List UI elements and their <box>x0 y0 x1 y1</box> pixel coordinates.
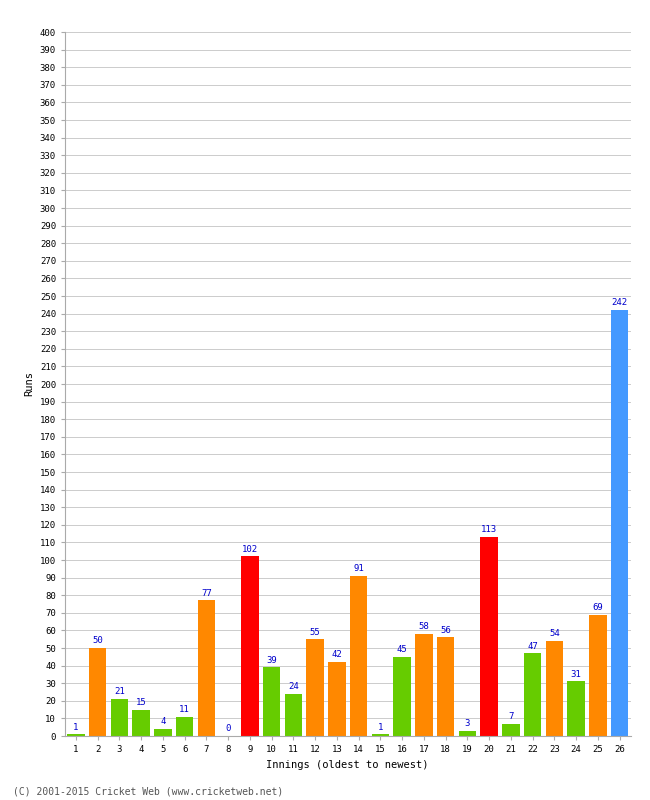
Bar <box>198 601 215 736</box>
Y-axis label: Runs: Runs <box>24 371 34 397</box>
Text: 69: 69 <box>593 603 603 612</box>
Text: 1: 1 <box>73 722 79 731</box>
Bar <box>263 667 280 736</box>
Bar <box>611 310 629 736</box>
Bar <box>67 734 85 736</box>
Bar <box>393 657 411 736</box>
Text: 47: 47 <box>527 642 538 650</box>
Text: 0: 0 <box>226 724 231 734</box>
Text: 15: 15 <box>136 698 146 707</box>
Text: 58: 58 <box>419 622 429 631</box>
Bar <box>437 638 454 736</box>
Text: 55: 55 <box>310 627 320 637</box>
Bar <box>567 682 585 736</box>
Text: 42: 42 <box>332 650 343 659</box>
Text: 3: 3 <box>465 719 470 728</box>
Text: 91: 91 <box>353 564 364 573</box>
Bar <box>480 537 498 736</box>
Text: 102: 102 <box>242 545 258 554</box>
Bar <box>459 730 476 736</box>
Bar <box>589 614 606 736</box>
Bar <box>545 641 563 736</box>
Bar <box>176 717 193 736</box>
X-axis label: Innings (oldest to newest): Innings (oldest to newest) <box>266 759 429 770</box>
Text: 54: 54 <box>549 630 560 638</box>
Bar <box>415 634 433 736</box>
Bar <box>89 648 107 736</box>
Text: 50: 50 <box>92 636 103 646</box>
Text: 31: 31 <box>571 670 582 678</box>
Bar <box>524 654 541 736</box>
Bar <box>350 576 367 736</box>
Text: 24: 24 <box>288 682 299 691</box>
Text: (C) 2001-2015 Cricket Web (www.cricketweb.net): (C) 2001-2015 Cricket Web (www.cricketwe… <box>13 786 283 796</box>
Text: 4: 4 <box>160 718 166 726</box>
Bar <box>285 694 302 736</box>
Text: 77: 77 <box>201 589 212 598</box>
Text: 56: 56 <box>440 626 451 635</box>
Text: 113: 113 <box>481 526 497 534</box>
Text: 45: 45 <box>396 645 408 654</box>
Bar <box>502 724 519 736</box>
Text: 1: 1 <box>378 722 383 731</box>
Text: 7: 7 <box>508 712 514 721</box>
Bar <box>133 710 150 736</box>
Bar <box>111 699 128 736</box>
Text: 242: 242 <box>612 298 628 307</box>
Bar <box>372 734 389 736</box>
Bar <box>241 557 259 736</box>
Text: 39: 39 <box>266 656 277 665</box>
Bar <box>154 729 172 736</box>
Text: 11: 11 <box>179 705 190 714</box>
Bar <box>306 639 324 736</box>
Bar <box>328 662 346 736</box>
Text: 21: 21 <box>114 687 125 696</box>
